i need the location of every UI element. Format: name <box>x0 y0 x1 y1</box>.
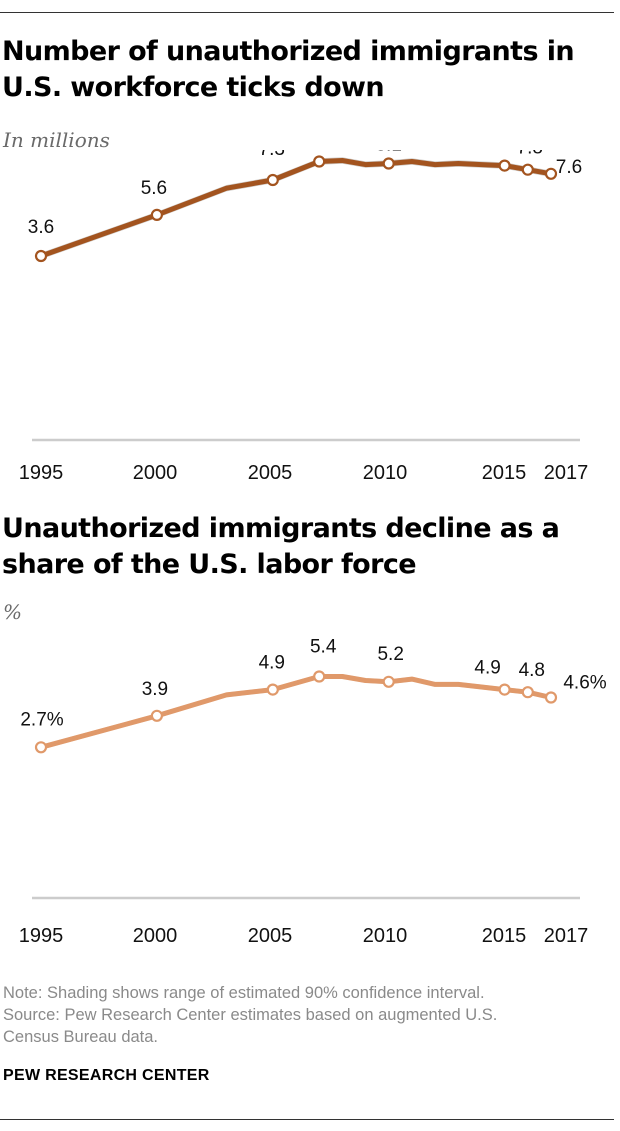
labor-force-share-chart: 2.7% 3.9 4.9 5.4 5.2 4.9 4.8 4.6% 1995 2000 2005 20… <box>19 637 607 948</box>
data-label: 7.6 <box>556 157 582 178</box>
series-line <box>38 674 554 750</box>
data-point-marker <box>521 163 534 176</box>
x-tick-label: 2017 <box>544 462 589 484</box>
data-label: 5.6 <box>141 178 167 199</box>
data-point-marker <box>521 686 534 699</box>
publisher-label: PEW RESEARCH CENTER <box>3 1067 210 1084</box>
data-label: 7.3 <box>259 150 285 160</box>
source-line-continued: Census Bureau data. <box>3 1028 159 1046</box>
data-label: 5.2 <box>377 644 403 665</box>
note-line: Note: Shading shows range of estimated 9… <box>3 984 485 1002</box>
x-tick-label: 1995 <box>19 462 64 484</box>
data-label: 4.9 <box>259 653 285 674</box>
data-point-marker <box>544 691 558 704</box>
x-tick-label: 2015 <box>482 925 527 947</box>
chart1-subtitle: In millions <box>3 128 110 152</box>
x-tick-label: 2000 <box>133 925 178 947</box>
data-point-marker <box>313 670 326 683</box>
bottom-rule <box>0 1119 614 1120</box>
chart2-subtitle: % <box>3 600 23 624</box>
data-point-marker <box>150 208 163 222</box>
data-point-marker <box>266 173 279 187</box>
x-tick-label: 1995 <box>19 925 64 947</box>
x-tick-label: 2000 <box>133 462 178 484</box>
data-point-marker <box>498 159 511 172</box>
data-point-marker <box>266 683 279 696</box>
data-label: 4.8 <box>519 660 545 681</box>
data-label: 4.9 <box>474 658 500 679</box>
x-tick-label: 2005 <box>248 462 293 484</box>
data-point-marker <box>382 675 395 688</box>
data-point-marker <box>313 155 326 168</box>
top-rule <box>0 12 614 13</box>
data-point-marker <box>150 709 163 722</box>
data-point-marker <box>34 249 48 263</box>
data-label: 2.7% <box>20 709 63 730</box>
source-line: Source: Pew Research Center estimates ba… <box>3 1006 498 1024</box>
x-tick-label: 2010 <box>363 462 408 484</box>
data-label: 3.9 <box>142 679 168 700</box>
x-tick-label: 2005 <box>248 925 293 947</box>
data-label: 8.1 <box>375 150 401 156</box>
x-tick-label: 2015 <box>482 462 527 484</box>
data-label: 5.4 <box>310 637 337 658</box>
data-label: 8.2 <box>308 150 334 152</box>
chart2-title: Unauthorized immigrants decline as a sha… <box>2 513 560 580</box>
chart1-title: Number of unauthorized immigrants in U.S… <box>2 36 575 103</box>
data-label: 7.8 <box>517 150 543 159</box>
workforce-count-chart: 3.6 5.6 7.3 8.2 8.1 8.0 7.8 7.6 1995 2000 2005 2010… <box>19 150 589 484</box>
data-label: 4.6% <box>563 673 606 694</box>
x-tick-label: 2010 <box>363 925 408 947</box>
data-point-marker <box>34 741 48 754</box>
chart-notes: Note: Shading shows range of estimated 9… <box>3 982 615 1048</box>
data-point-marker <box>544 167 558 180</box>
series-line <box>38 158 554 259</box>
data-point-marker <box>498 683 511 696</box>
data-point-marker <box>382 157 395 170</box>
data-label: 8.0 <box>476 150 502 155</box>
data-label: 3.6 <box>28 217 54 238</box>
x-tick-label: 2017 <box>544 925 589 947</box>
